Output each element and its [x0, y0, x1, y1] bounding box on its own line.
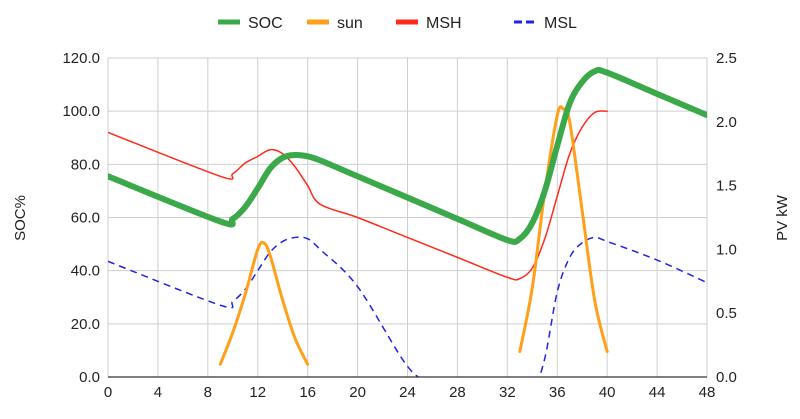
x-tick-label: 32: [499, 384, 516, 401]
legend-label-sun: sun: [337, 15, 363, 32]
y2-tick-label: 1.5: [716, 178, 737, 195]
x-tick-label: 48: [699, 384, 716, 401]
series-layer: [108, 66, 707, 377]
y2-tick-label: 2.0: [716, 114, 737, 131]
series-line-sun-2: [518, 105, 609, 353]
y-tick-label: 40.0: [71, 263, 100, 280]
series-line-msl: [108, 236, 707, 377]
y2-axis-title: PV kW: [774, 194, 791, 241]
y-tick-label: 60.0: [71, 210, 100, 227]
x-tick-label: 16: [299, 384, 316, 401]
series-line-msh: [108, 110, 608, 281]
y-tick-label: 100.0: [62, 103, 100, 120]
y2-tick-label: 2.5: [716, 50, 737, 67]
legend-label-msl: MSL: [544, 15, 577, 32]
y-tick-label: 80.0: [71, 156, 100, 173]
series-line-sun-1: [218, 240, 310, 366]
x-tick-label: 28: [449, 384, 466, 401]
x-tick-label: 20: [349, 384, 366, 401]
x-tick-label: 0: [104, 384, 112, 401]
y2-tick-label: 0.5: [716, 305, 737, 322]
x-tick-label: 44: [649, 384, 666, 401]
axes: 0 4 8 12 16 20 24 28 32 36 40 44 480.020.040.060.080…: [62, 50, 736, 401]
x-tick-label: 4: [154, 384, 162, 401]
y2-tick-label: 0.0: [716, 369, 737, 386]
gridlines: [107, 57, 708, 378]
x-tick-label: 40: [599, 384, 616, 401]
x-tick-label: 12: [249, 384, 266, 401]
y-axis-title: SOC%: [12, 195, 29, 241]
x-tick-label: 24: [399, 384, 416, 401]
legend-label-soc: SOC: [248, 15, 283, 32]
x-tick-label: 36: [549, 384, 566, 401]
legend-label-msh: MSH: [426, 15, 462, 32]
legend: SOC sun MSH MSL: [218, 15, 577, 32]
y-tick-label: 0.0: [79, 369, 100, 386]
y-tick-label: 20.0: [71, 316, 100, 333]
y-tick-label: 120.0: [62, 50, 100, 67]
y2-tick-label: 1.0: [716, 241, 737, 258]
series-line-soc: [108, 66, 707, 245]
x-tick-label: 8: [204, 384, 212, 401]
